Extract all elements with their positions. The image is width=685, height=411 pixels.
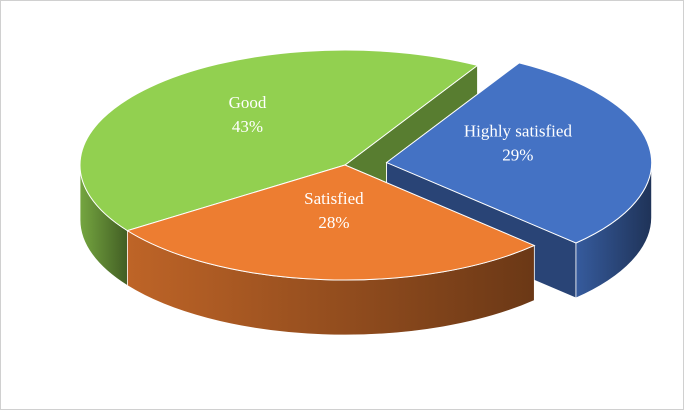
value-label: 43% bbox=[232, 117, 263, 136]
slice-top bbox=[126, 164, 536, 281]
category-label: Satisfied bbox=[304, 189, 364, 208]
value-label: 29% bbox=[502, 146, 533, 165]
slice-top bbox=[79, 49, 479, 232]
slice-top bbox=[385, 62, 653, 244]
value-label: 28% bbox=[318, 213, 349, 232]
category-label: Highly satisfied bbox=[464, 122, 573, 141]
category-label: Good bbox=[229, 93, 267, 112]
